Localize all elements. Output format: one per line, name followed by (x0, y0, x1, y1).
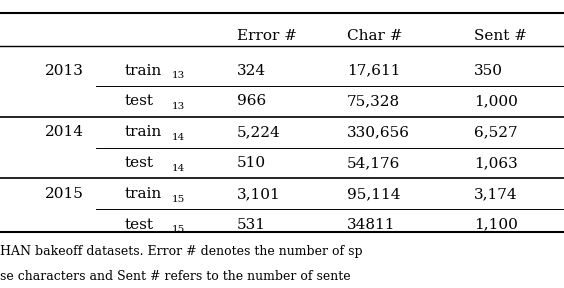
Text: 330,656: 330,656 (347, 125, 410, 139)
Text: 54,176: 54,176 (347, 156, 400, 170)
Text: 3,101: 3,101 (237, 187, 281, 201)
Text: 531: 531 (237, 218, 266, 232)
Text: 1,000: 1,000 (474, 94, 518, 108)
Text: 15: 15 (172, 225, 185, 234)
Text: test: test (124, 156, 153, 170)
Text: 17,611: 17,611 (347, 64, 400, 77)
Text: 5,224: 5,224 (237, 125, 281, 139)
Text: 15: 15 (172, 194, 185, 204)
Text: train: train (124, 64, 161, 77)
Text: 13: 13 (172, 102, 185, 111)
Text: train: train (124, 187, 161, 201)
Text: 1,100: 1,100 (474, 218, 518, 232)
Text: 13: 13 (172, 71, 185, 80)
Text: 75,328: 75,328 (347, 94, 400, 108)
Text: test: test (124, 94, 153, 108)
Text: 14: 14 (172, 164, 185, 173)
Text: 14: 14 (172, 133, 185, 142)
Text: train: train (124, 125, 161, 139)
Text: 2014: 2014 (45, 125, 84, 139)
Text: 3,174: 3,174 (474, 187, 517, 201)
Text: HAN bakeoff datasets. Error # denotes the number of sp: HAN bakeoff datasets. Error # denotes th… (0, 245, 363, 259)
Text: test: test (124, 218, 153, 232)
Text: 6,527: 6,527 (474, 125, 517, 139)
Text: 34811: 34811 (347, 218, 395, 232)
Text: 95,114: 95,114 (347, 187, 400, 201)
Text: 510: 510 (237, 156, 266, 170)
Text: Error #: Error # (237, 29, 297, 43)
Text: 1,063: 1,063 (474, 156, 518, 170)
Text: 324: 324 (237, 64, 266, 77)
Text: 2013: 2013 (45, 64, 84, 77)
Text: 2015: 2015 (45, 187, 84, 201)
Text: 350: 350 (474, 64, 503, 77)
Text: 966: 966 (237, 94, 266, 108)
Text: Char #: Char # (347, 29, 402, 43)
Text: se characters and Sent # refers to the number of sente: se characters and Sent # refers to the n… (0, 270, 351, 283)
Text: Sent #: Sent # (474, 29, 527, 43)
